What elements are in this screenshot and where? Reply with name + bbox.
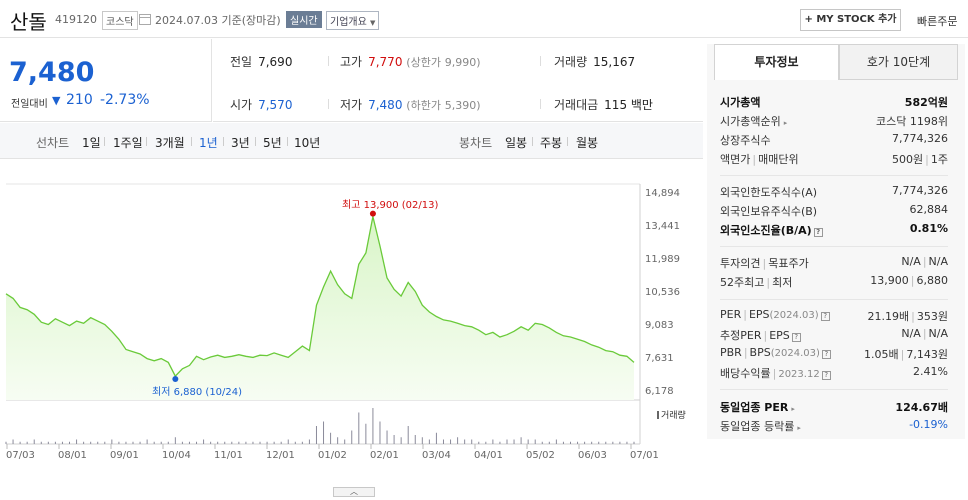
realtime-button[interactable]: 실시간 [286, 11, 322, 28]
industry-rate-row: 동일업종 등락률 ▸ -0.19% [720, 418, 948, 433]
line-chart-label: 선차트 [36, 136, 70, 150]
x-tick-label: 12/01 [266, 450, 295, 461]
high-price: 고가 7,770 (상한가 9,990) [340, 55, 481, 69]
chart-canvas [5, 183, 641, 449]
quote-table: 전일 7,690 고가 7,770 (상한가 9,990) 거래량 15,167 시가… [213, 39, 703, 122]
chevron-down-icon: ▼ [370, 19, 376, 27]
prev-close: 전일 7,690 [230, 55, 293, 69]
tab-order-book[interactable]: 호가 10단계 [839, 44, 958, 80]
price-line [5, 216, 635, 378]
opinion-row: 투자의견 | 목표주가 N/A | N/A [720, 255, 948, 270]
y-tick-label: 14,894 [645, 188, 680, 199]
market-cap-rank-row: 시가총액순위 ▸ 코스닥 1198위 [720, 115, 948, 128]
calendar-icon [139, 14, 151, 25]
foreign-rate-row: 외국인소진율(B/A)? 0.81% [720, 222, 948, 237]
trade-amount: 거래대금 115 백만 [554, 98, 653, 112]
x-tick-label: 03/04 [422, 450, 451, 461]
price-rate: -2.73% [100, 92, 150, 108]
per-eps-row: PER | EPS(2024.03)? 21.19배 | 353원 [720, 308, 948, 323]
price-area [6, 216, 634, 400]
range-3y[interactable]: 3년 [231, 136, 250, 150]
x-tick-label: 06/03 [578, 450, 607, 461]
x-tick-label: 07/01 [630, 450, 659, 461]
par-value-row: 액면가 | 매매단위 500원 | 1주 [720, 153, 948, 166]
price-summary: 7,480 전일대비 ▼ 210 -2.73% [0, 39, 212, 122]
chart-period-bar: 선차트 1일 1주일 3개월 1년 3년 5년 10년 봉차트 일봉 주봉 월봉 [0, 123, 703, 159]
x-tick-label: 02/01 [370, 450, 399, 461]
market-badge: 코스닥 [102, 11, 138, 30]
y-tick-label: 13,441 [645, 221, 680, 232]
help-icon[interactable]: ? [791, 333, 801, 342]
x-tick-label: 01/02 [318, 450, 347, 461]
dividend-row: 배당수익률 | 2023.12? 2.41% [720, 365, 948, 380]
x-tick-label: 09/01 [110, 450, 139, 461]
y-tick-label: 11,989 [645, 254, 680, 265]
x-tick-label: 10/04 [162, 450, 191, 461]
open-price: 시가 7,570 [230, 98, 293, 112]
volume-legend: 거래량 [657, 408, 686, 421]
y-tick-label: 7,631 [645, 353, 674, 364]
x-tick-label: 07/03 [6, 450, 35, 461]
stock-code: 419120 [55, 13, 97, 26]
current-price: 7,480 [9, 57, 95, 88]
max-marker [369, 210, 376, 217]
listed-shares-row: 상장주식수 7,774,326 [720, 132, 948, 147]
est-per-row: 추정PER | EPS? N/A | N/A [720, 327, 948, 342]
foreign-limit-row: 외국인한도주식수(A) 7,774,326 [720, 184, 948, 199]
company-overview-button[interactable]: 기업개요 ▼ [326, 11, 380, 30]
candle-daily[interactable]: 일봉 [505, 136, 528, 150]
range-10y[interactable]: 10년 [294, 136, 321, 150]
market-cap-row: 시가총액 582억원 [720, 96, 948, 109]
quick-order-button[interactable]: 빠른주문 [917, 15, 958, 28]
range-3m[interactable]: 3개월 [155, 136, 185, 150]
y-tick-label: 10,536 [645, 287, 680, 298]
help-icon[interactable]: ? [820, 312, 830, 321]
range-1w[interactable]: 1주일 [113, 136, 143, 150]
diff-label: 전일대비 [11, 99, 48, 110]
range-5y[interactable]: 5년 [263, 136, 282, 150]
candle-weekly[interactable]: 주봉 [540, 136, 563, 150]
max-annotation: 최고 13,900 (02/13) [342, 200, 439, 211]
help-icon[interactable]: ? [821, 371, 831, 380]
range-1y[interactable]: 1년 [199, 136, 218, 150]
price-diff: 210 [66, 92, 93, 108]
x-tick-label: 05/02 [526, 450, 555, 461]
chart-collapse-toggle[interactable]: ︿ [333, 487, 375, 497]
candle-monthly[interactable]: 월봉 [576, 136, 599, 150]
add-my-stock-button[interactable]: + MY STOCK 추가 [800, 9, 901, 31]
min-annotation: 최저 6,880 (10/24) [152, 387, 243, 398]
week52-row: 52주최고 | 최저 13,900 | 6,880 [720, 274, 948, 289]
help-icon[interactable]: ? [821, 350, 831, 359]
price-chart: 14,894 13,441 11,989 10,536 9,083 7,631 6,178 … [0, 160, 703, 500]
investment-info-panel: 투자정보 호가 10단계 시가총액 582억원 시가총액순위 ▸ 코스닥 1198위 … [707, 44, 965, 439]
quote-date: 2024.07.03 기준(장마감) [155, 14, 281, 27]
stock-header: 산돌 419120 코스닥 2024.07.03 기준(장마감) 실시간 기업개… [0, 0, 968, 38]
y-tick-label: 9,083 [645, 320, 674, 331]
volume: 거래량 15,167 [554, 55, 636, 69]
industry-per-row: 동일업종 PER ▸ 124.67배 [720, 401, 948, 414]
x-tick-label: 04/01 [474, 450, 503, 461]
low-price: 저가 7,480 (하한가 5,390) [340, 98, 481, 112]
range-1d[interactable]: 1일 [82, 136, 101, 150]
help-icon[interactable]: ? [813, 228, 823, 237]
x-tick-label: 11/01 [214, 450, 243, 461]
stock-name: 산돌 [10, 10, 47, 34]
y-tick-label: 6,178 [645, 386, 674, 397]
pbr-bps-row: PBR | BPS(2024.03)? 1.05배 | 7,143원 [720, 346, 948, 361]
min-marker [172, 376, 179, 383]
tab-investment-info[interactable]: 투자정보 [714, 44, 839, 80]
candle-chart-label: 봉차트 [459, 136, 493, 150]
down-triangle-icon: ▼ [52, 94, 61, 107]
foreign-hold-row: 외국인보유주식수(B) 62,884 [720, 203, 948, 218]
x-tick-label: 08/01 [58, 450, 87, 461]
